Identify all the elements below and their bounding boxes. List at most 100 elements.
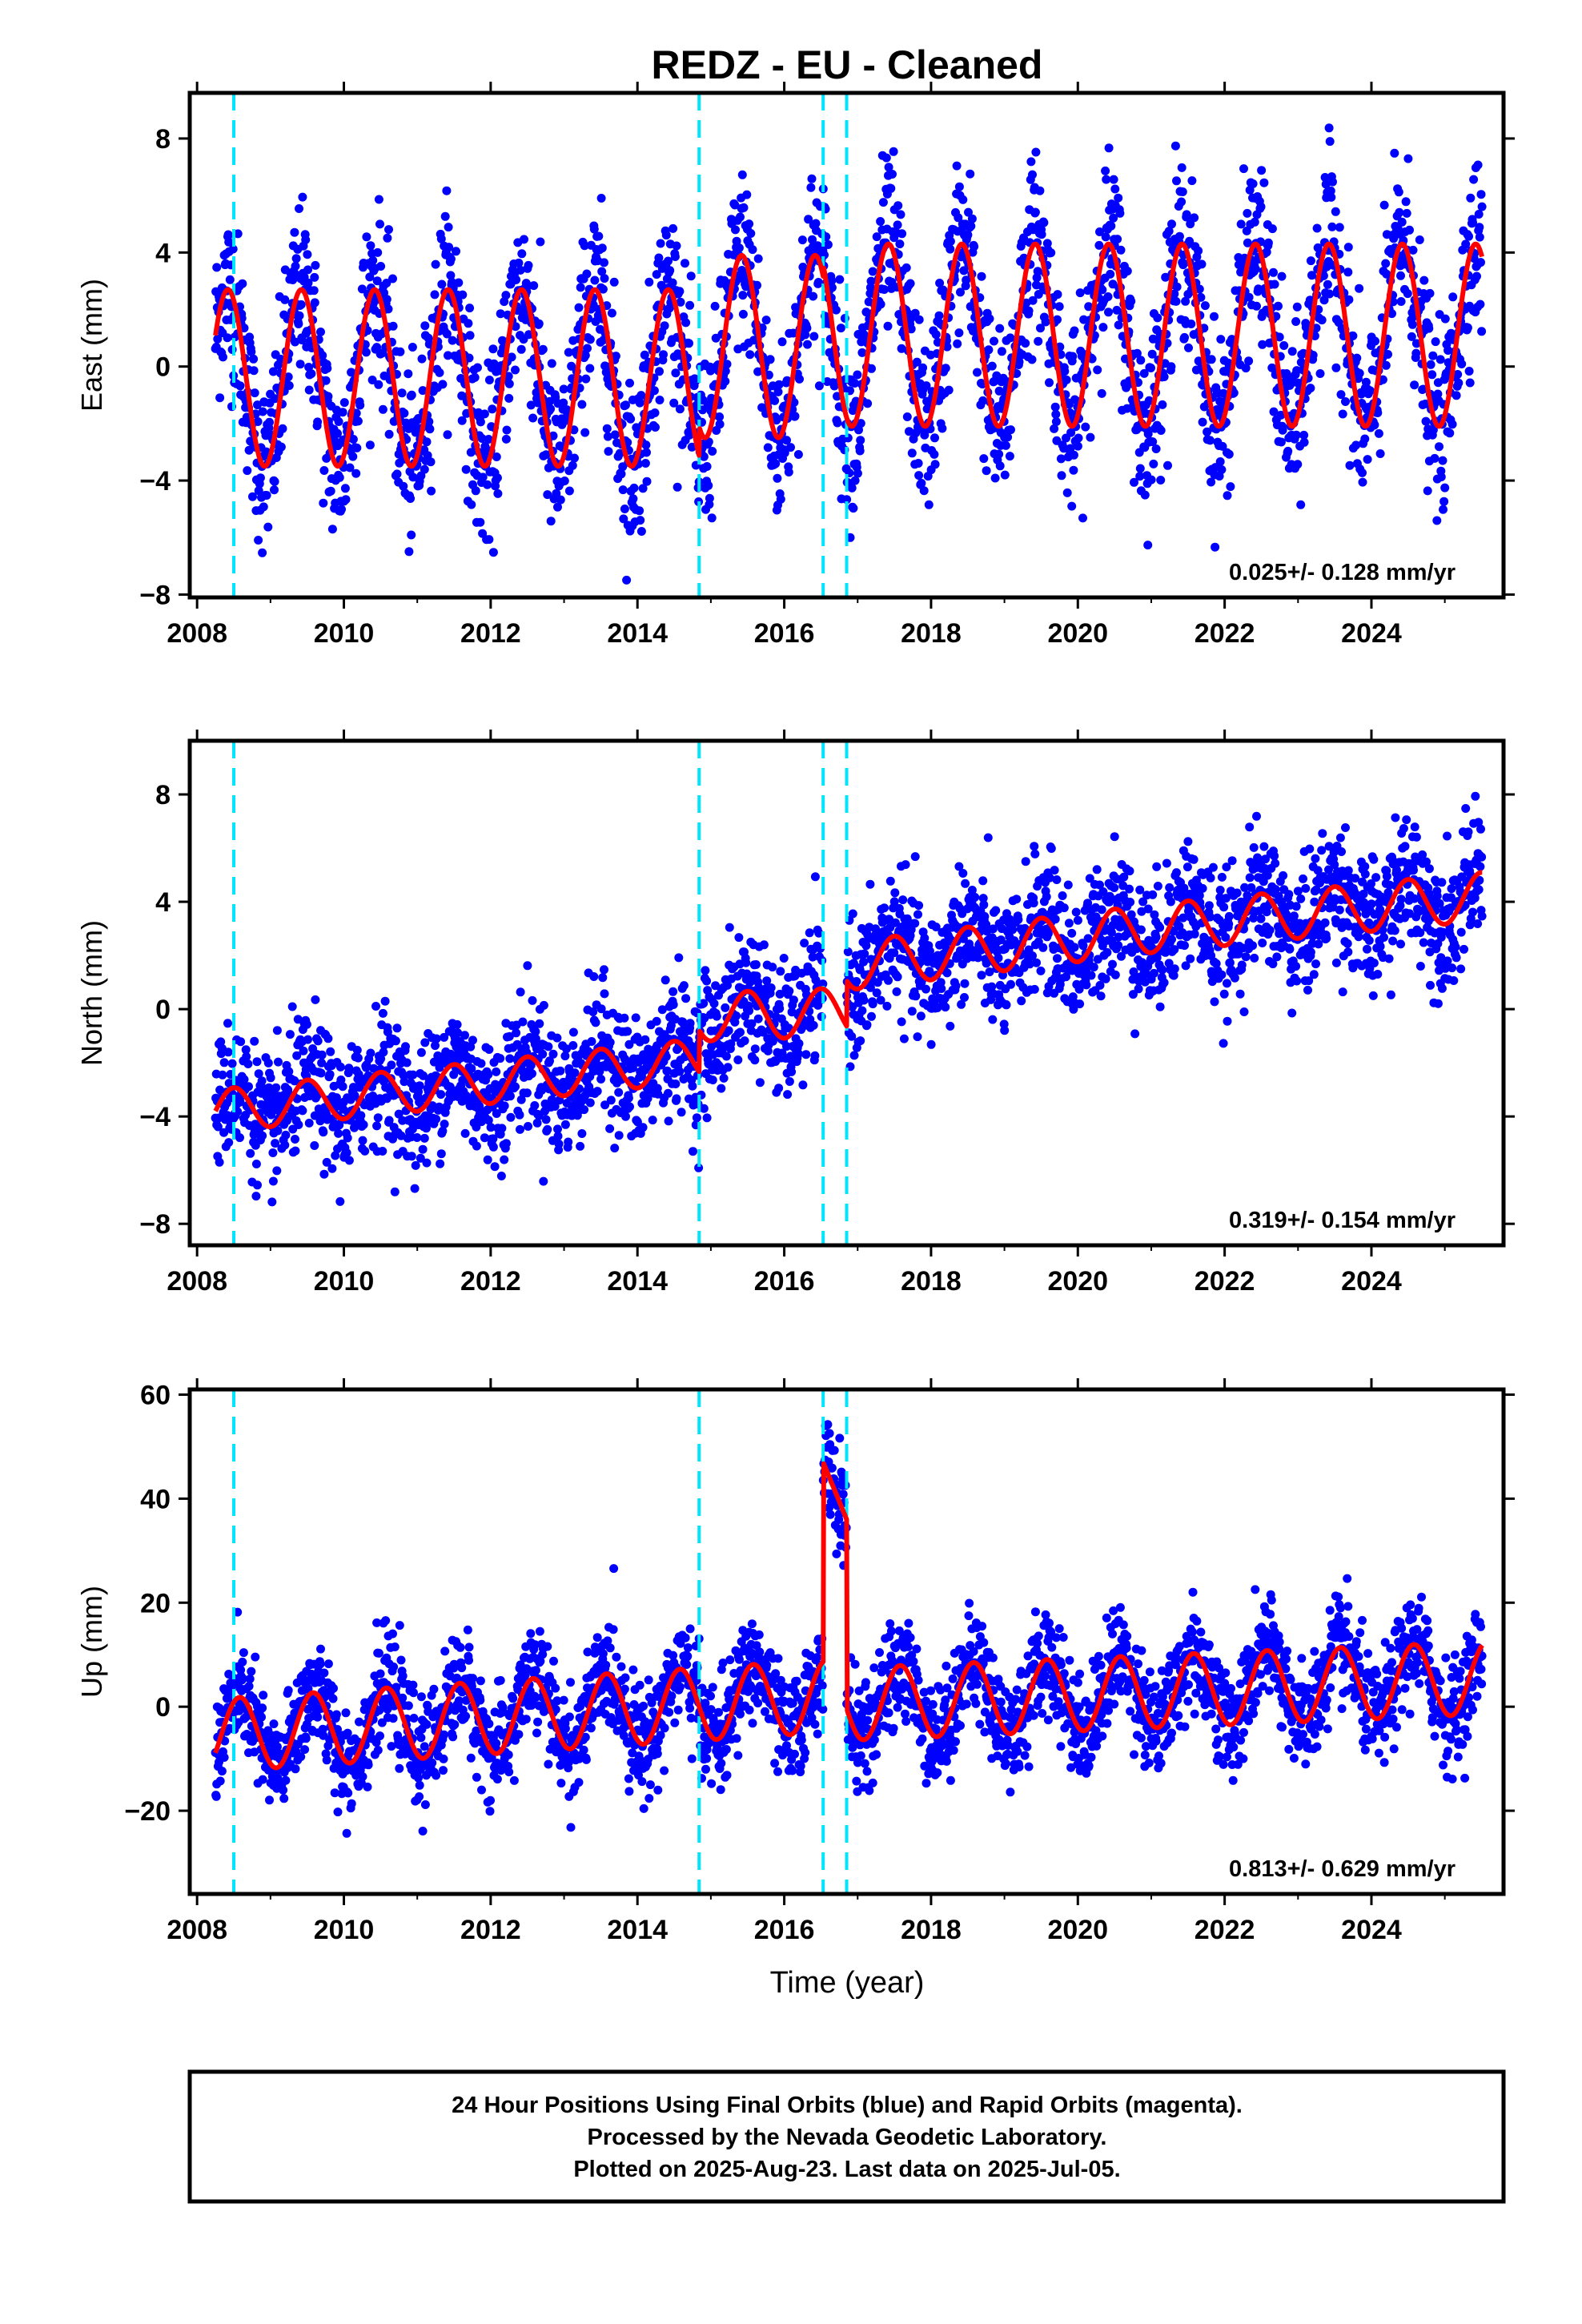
data-point xyxy=(577,1129,587,1138)
data-point xyxy=(1180,332,1189,342)
data-point xyxy=(591,1018,600,1027)
data-point xyxy=(1327,222,1337,231)
data-point xyxy=(452,247,460,256)
data-point xyxy=(504,379,514,388)
data-point xyxy=(963,230,973,239)
data-point xyxy=(892,987,901,996)
data-point xyxy=(247,347,256,356)
data-point xyxy=(952,161,962,171)
data-point xyxy=(625,378,634,388)
data-point xyxy=(1419,275,1429,285)
data-point xyxy=(544,1042,553,1051)
data-point xyxy=(362,232,371,242)
data-point xyxy=(490,1162,500,1172)
data-point xyxy=(418,1144,428,1154)
data-point xyxy=(500,1155,509,1164)
data-point xyxy=(1358,468,1367,477)
data-point xyxy=(1146,475,1156,485)
data-point xyxy=(382,295,391,304)
data-point xyxy=(303,250,312,259)
data-point xyxy=(669,987,678,996)
data-point xyxy=(378,1008,387,1018)
data-point xyxy=(773,473,782,483)
data-point xyxy=(243,1059,253,1068)
data-point xyxy=(849,1051,859,1060)
data-point xyxy=(753,254,763,263)
data-point xyxy=(1126,898,1135,907)
data-point xyxy=(1293,460,1303,469)
data-point xyxy=(745,219,754,229)
data-point xyxy=(538,1049,548,1059)
data-point xyxy=(391,1036,400,1046)
data-point xyxy=(966,169,975,179)
data-point xyxy=(1278,425,1287,435)
data-point xyxy=(585,335,595,344)
data-point xyxy=(665,266,675,275)
data-point xyxy=(899,1034,909,1043)
data-point xyxy=(1327,192,1336,202)
data-point xyxy=(246,1148,255,1158)
data-point xyxy=(1032,958,1041,967)
data-point xyxy=(660,321,669,331)
data-point xyxy=(1407,320,1417,329)
data-point xyxy=(410,1184,420,1193)
data-point xyxy=(995,461,1005,471)
data-point xyxy=(770,396,780,405)
data-point xyxy=(530,1101,540,1110)
data-point xyxy=(436,1159,445,1168)
data-point xyxy=(253,400,262,410)
data-point xyxy=(444,243,454,252)
data-point xyxy=(326,1047,335,1056)
data-point xyxy=(631,1013,640,1023)
data-point xyxy=(717,1084,726,1093)
data-point xyxy=(793,1049,803,1059)
data-point xyxy=(901,860,910,870)
data-point xyxy=(438,380,448,389)
data-point xyxy=(701,966,710,975)
data-point xyxy=(249,354,259,364)
data-point xyxy=(238,279,247,288)
data-point xyxy=(321,376,331,385)
chart-title: REDZ - EU - Cleaned xyxy=(652,42,1043,87)
data-point xyxy=(365,440,375,450)
data-point xyxy=(1243,208,1252,218)
data-point xyxy=(313,417,323,427)
data-point xyxy=(236,1037,246,1047)
data-point xyxy=(635,398,644,408)
data-point xyxy=(642,476,652,486)
data-point xyxy=(223,1047,233,1057)
data-point xyxy=(715,420,725,429)
data-point xyxy=(803,340,812,349)
data-point xyxy=(664,1088,673,1098)
data-point xyxy=(944,385,954,395)
data-point xyxy=(383,304,393,314)
x-tick-label: 2018 xyxy=(901,618,962,649)
data-point xyxy=(786,443,795,452)
data-point xyxy=(685,300,695,310)
data-point xyxy=(460,1128,470,1138)
x-tick-label: 2024 xyxy=(1341,618,1402,649)
data-point xyxy=(548,431,558,440)
data-point xyxy=(1187,176,1197,186)
data-point xyxy=(675,1067,685,1076)
data-point xyxy=(1381,360,1391,370)
data-point xyxy=(623,1027,632,1036)
data-point xyxy=(913,910,922,919)
data-point xyxy=(383,233,392,243)
data-point xyxy=(396,347,405,356)
data-point xyxy=(1134,984,1143,994)
data-point xyxy=(897,229,907,239)
data-point xyxy=(1403,154,1413,163)
data-point xyxy=(881,153,891,163)
data-point xyxy=(785,987,794,995)
data-point xyxy=(1394,187,1403,197)
data-point xyxy=(528,413,538,423)
data-point xyxy=(392,1023,402,1033)
data-point xyxy=(384,429,394,439)
data-point xyxy=(303,278,313,287)
data-point xyxy=(512,275,521,284)
data-point xyxy=(353,416,363,426)
data-point xyxy=(375,219,384,229)
data-point xyxy=(1256,202,1266,211)
data-point xyxy=(488,344,498,354)
